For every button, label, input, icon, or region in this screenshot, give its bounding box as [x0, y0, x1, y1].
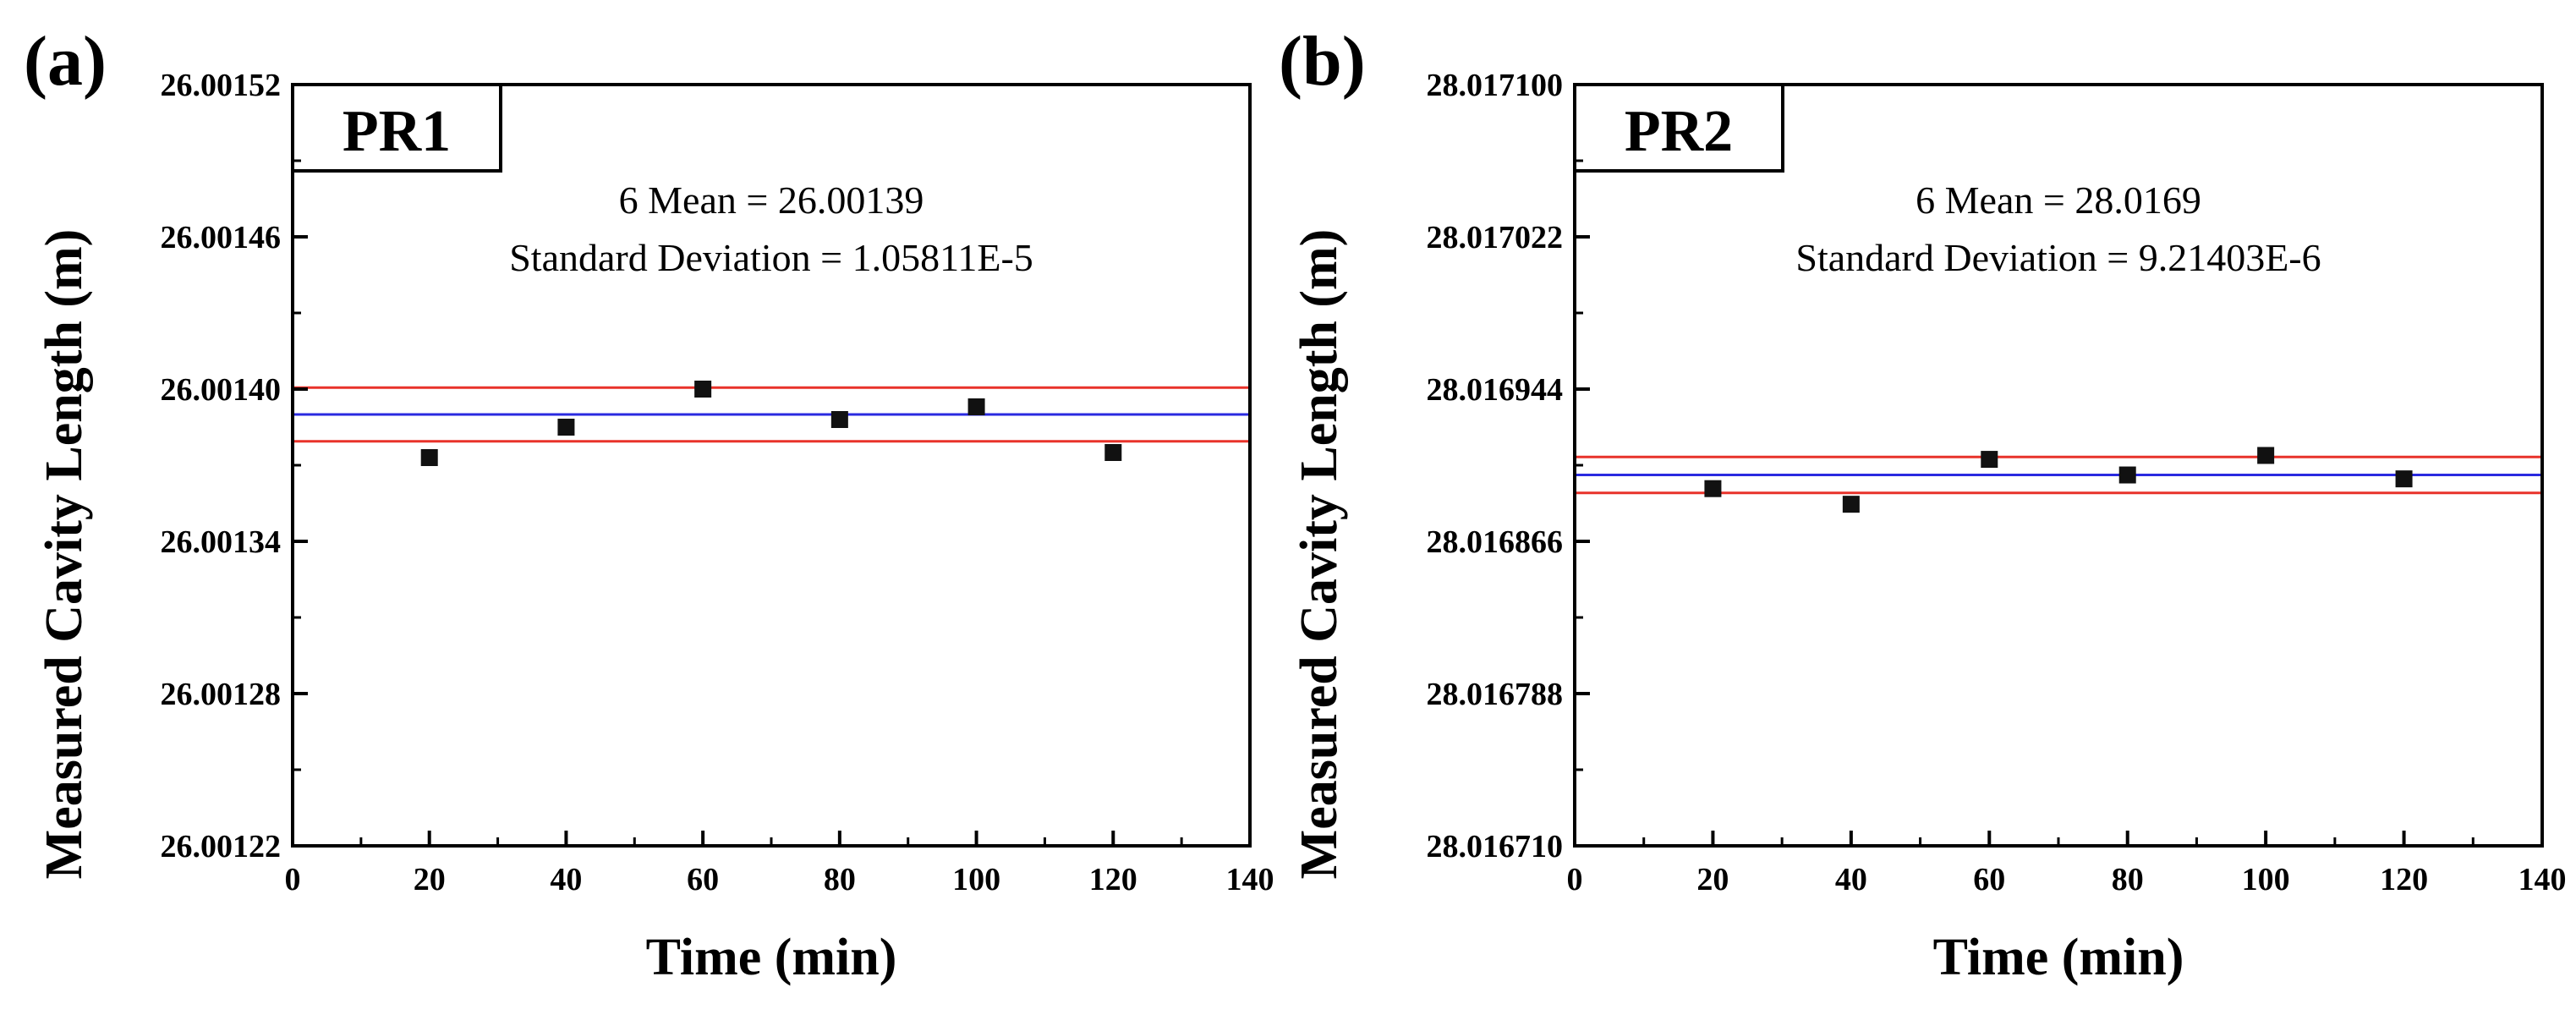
- x-tick-label-b: 40: [1835, 862, 1867, 897]
- annotation-std-a: Standard Deviation = 1.05811E-5: [509, 236, 1033, 279]
- title-label-b: PR2: [1625, 99, 1733, 164]
- y-tick-label-b: 28.016866: [1427, 524, 1564, 560]
- x-tick-label-b: 0: [1567, 862, 1583, 897]
- x-tick-label-b: 20: [1696, 862, 1729, 897]
- data-point-a: [694, 381, 712, 398]
- y-tick-label-b: 28.016944: [1427, 372, 1564, 408]
- y-tick-label-a: 26.00146: [161, 220, 282, 255]
- x-tick-label-a: 60: [687, 862, 719, 897]
- x-tick-label-a: 120: [1089, 862, 1137, 897]
- data-point-a: [420, 449, 438, 466]
- title-box-b: PR2: [1573, 83, 1784, 173]
- data-point-a: [1104, 444, 1122, 461]
- annotation-mean-b: 6 Mean = 28.0169: [1916, 178, 2201, 222]
- x-tick-label-b: 60: [1973, 862, 2005, 897]
- y-tick-label-b: 28.017100: [1427, 68, 1564, 103]
- x-tick-label-a: 100: [952, 862, 1000, 897]
- x-axis-title-b: Time (min): [1933, 929, 2184, 986]
- panel-letter-b: (b): [1279, 22, 1366, 101]
- data-point-b: [1981, 451, 1998, 469]
- x-axis-title-a: Time (min): [646, 929, 897, 986]
- y-tick-label-a: 26.00122: [161, 829, 282, 864]
- data-point-a: [557, 419, 575, 436]
- x-tick-label-a: 80: [824, 862, 856, 897]
- panel-a: (a) Measured Cavity Length (m) Time (min…: [24, 22, 1274, 986]
- data-point-b: [1842, 496, 1860, 513]
- y-tick-label-b: 28.016788: [1427, 677, 1564, 712]
- y-tick-label-a: 26.00152: [161, 68, 282, 103]
- data-point-b: [2395, 470, 2413, 488]
- y-tick-label-b: 28.017022: [1427, 220, 1564, 255]
- data-point-b: [2118, 466, 2136, 484]
- x-tick-label-b: 120: [2380, 862, 2428, 897]
- title-label-a: PR1: [343, 99, 451, 164]
- y-axis-title-b: Measured Cavity Length (m): [1291, 229, 1348, 880]
- x-tick-label-b: 80: [2112, 862, 2144, 897]
- annotation-mean-a: 6 Mean = 26.00139: [619, 178, 924, 222]
- y-tick-label-a: 26.00128: [161, 677, 282, 712]
- data-point-a: [967, 398, 985, 415]
- title-box-a: PR1: [291, 83, 502, 173]
- y-tick-label-b: 28.016710: [1427, 829, 1564, 864]
- annotation-std-b: Standard Deviation = 9.21403E-6: [1795, 236, 2321, 279]
- data-point-a: [830, 411, 848, 428]
- data-point-b: [2257, 447, 2275, 464]
- y-tick-label-a: 26.00134: [161, 524, 282, 560]
- x-tick-label-b: 140: [2518, 862, 2567, 897]
- x-tick-label-a: 140: [1226, 862, 1274, 897]
- data-point-b: [1704, 480, 1722, 497]
- x-tick-label-b: 100: [2242, 862, 2290, 897]
- panel-b: (b) Measured Cavity Length (m) Time (min…: [1279, 22, 2567, 986]
- x-tick-label-a: 0: [285, 862, 301, 897]
- y-tick-label-a: 26.00140: [161, 372, 282, 408]
- y-axis-title-a: Measured Cavity Length (m): [36, 229, 93, 880]
- x-tick-label-a: 40: [550, 862, 582, 897]
- x-tick-label-a: 20: [414, 862, 446, 897]
- panel-letter-a: (a): [24, 22, 107, 101]
